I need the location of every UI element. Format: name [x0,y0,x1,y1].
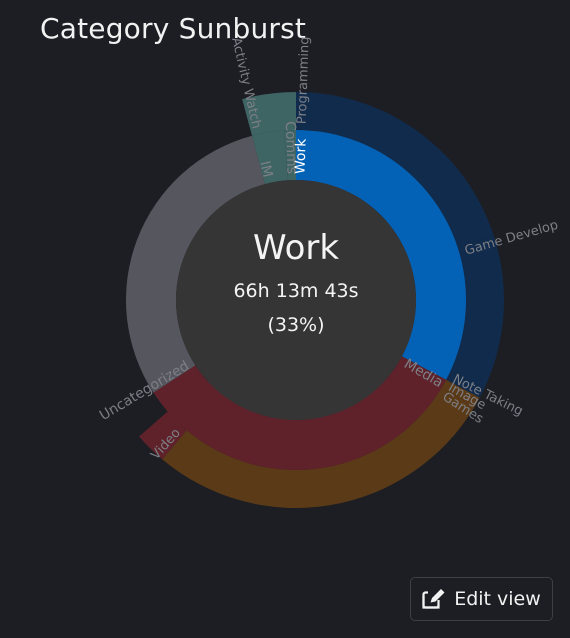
edit-icon [422,588,447,610]
outer-segment-activity-watch[interactable] [242,92,296,136]
outer-label-activity-watch: Activity Watch [228,36,264,130]
outer-segment-note-taking[interactable] [446,371,485,398]
inner-label-comms: Comms [282,121,300,174]
inner-segment-comms[interactable] [284,130,296,181]
inner-segment-uncategorized[interactable] [126,135,265,393]
inner-segment-media[interactable] [153,356,447,471]
outer-segment-programming[interactable] [296,92,494,248]
center-duration: 66h 13m 43s [233,280,359,302]
outer-segment-games[interactable] [162,387,475,509]
sunburst-center-label: Work 66h 13m 43s (33%) [196,228,396,336]
outer-segment-game-develop[interactable] [450,235,505,388]
inner-label-work: Work [292,137,309,174]
center-percent: (33%) [267,314,325,336]
outer-segment-video[interactable] [139,411,187,460]
center-category-name: Work [252,228,340,268]
inner-label-im: IM [256,160,275,179]
edit-view-label: Edit view [454,588,541,610]
edit-view-button[interactable]: Edit view [410,577,553,621]
inner-segment-work[interactable] [296,130,466,380]
outer-label-programming: Programming [295,36,313,124]
page-title: Category Sunburst [40,12,307,45]
outer-segment-image[interactable] [441,379,480,408]
inner-segment-im[interactable] [252,130,288,185]
sunburst-center-disc[interactable] [176,180,416,420]
